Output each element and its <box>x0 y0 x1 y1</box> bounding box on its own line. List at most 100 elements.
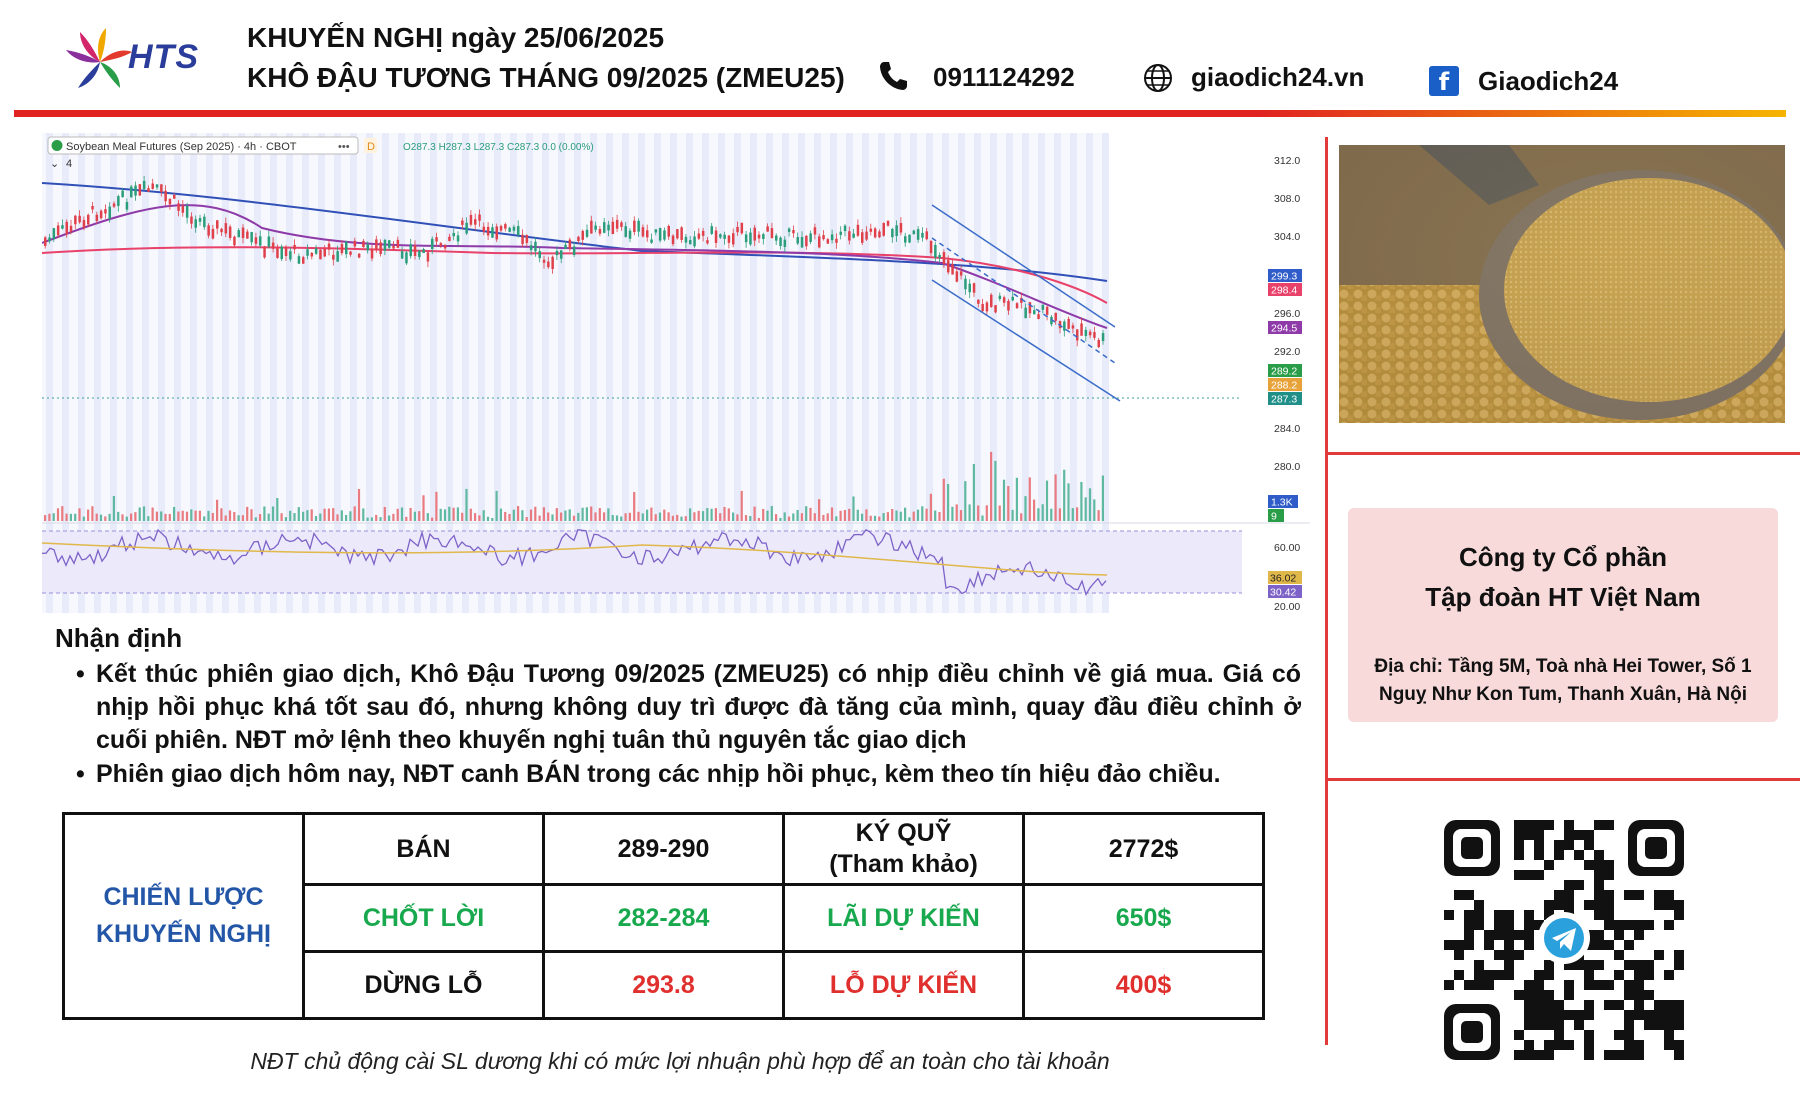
session-bands <box>46 133 1109 613</box>
qr-module <box>1664 970 1674 980</box>
qr-module <box>1634 1040 1644 1050</box>
candle-body <box>246 231 249 239</box>
qr-module <box>1474 920 1484 930</box>
volume-bar <box>224 515 227 521</box>
volume-bar <box>61 506 64 521</box>
volume-bar <box>1101 475 1104 521</box>
qr-module <box>1594 960 1604 970</box>
volume-bar <box>499 508 502 521</box>
candle-body <box>658 228 662 241</box>
candle-body <box>392 245 395 249</box>
phone-number[interactable]: 0911124292 <box>933 62 1075 92</box>
volume-bar <box>594 512 597 521</box>
volume-bar <box>142 506 146 521</box>
volume-bar <box>843 509 846 521</box>
qr-module <box>1524 910 1534 920</box>
qr-module <box>1664 900 1674 910</box>
volume-bar <box>504 511 507 521</box>
candle-body <box>443 245 447 249</box>
volume-bar <box>82 516 85 521</box>
rsi-badge: 30.42 <box>1270 587 1296 599</box>
volume-bar <box>701 511 705 521</box>
candle-body <box>942 252 946 264</box>
volume-bar <box>869 515 872 521</box>
qr-module <box>1614 950 1624 960</box>
volume-bar <box>551 514 554 521</box>
qr-module <box>1544 860 1554 870</box>
volume-bar <box>508 513 511 521</box>
candle-body <box>491 227 494 238</box>
volume-bar <box>284 517 287 521</box>
qr-module <box>1474 960 1484 970</box>
qr-module <box>1624 990 1634 1000</box>
candle-body <box>800 237 804 248</box>
session-band <box>270 133 277 613</box>
qr-module <box>1514 850 1524 860</box>
qr-module <box>1594 940 1604 950</box>
volume-bar <box>228 510 232 521</box>
volume-bar <box>684 516 687 521</box>
volume-bar <box>1093 499 1096 521</box>
volume-bar <box>658 512 662 521</box>
qr-module <box>1604 870 1614 880</box>
volume-bar <box>809 507 812 521</box>
qr-module <box>1634 970 1644 980</box>
volume-bar <box>1050 508 1053 521</box>
candle-body <box>873 228 877 238</box>
session-band <box>590 133 597 613</box>
volume-bar <box>422 495 425 521</box>
candle-body <box>693 236 696 247</box>
candle-body <box>607 224 610 231</box>
qr-module <box>1664 1010 1674 1020</box>
session-band <box>574 133 581 613</box>
qr-module <box>1594 930 1604 940</box>
candle-body <box>753 227 756 241</box>
candle-body <box>577 236 580 242</box>
qr-module <box>1554 1010 1564 1020</box>
candle-body <box>839 231 842 235</box>
candle-body <box>1011 296 1014 301</box>
candle-body <box>805 235 808 247</box>
qr-module <box>1464 920 1474 930</box>
volume-bar <box>495 490 498 521</box>
volume-bar <box>362 508 365 521</box>
candle-body <box>263 246 266 258</box>
qr-module <box>1574 1010 1584 1020</box>
candle-body <box>538 251 541 259</box>
candle-body <box>228 226 232 238</box>
candle-body <box>78 215 81 223</box>
qr-module <box>1594 910 1604 920</box>
volume-bar <box>908 517 911 521</box>
candle-body <box>220 228 223 233</box>
soybean-meal-photo <box>1339 145 1785 423</box>
qr-module <box>1444 910 1454 920</box>
volume-bar <box>680 516 683 521</box>
qr-module <box>1564 990 1574 1000</box>
volume-bar <box>160 511 163 521</box>
volume-bars <box>44 451 1104 521</box>
report-subtitle: KHÔ ĐẬU TƯƠNG THÁNG 09/2025 (ZMEU25) <box>247 62 845 93</box>
volume-bar <box>899 511 902 521</box>
candle-body <box>977 299 980 304</box>
session-band <box>206 133 213 613</box>
qr-module <box>1534 980 1544 990</box>
volume-bar <box>336 514 339 521</box>
session-band <box>478 133 485 613</box>
volume-bar <box>345 514 348 521</box>
volume-bar <box>1084 497 1087 521</box>
volume-bar <box>904 507 907 521</box>
qr-module <box>1584 960 1594 970</box>
svg-text:•••: ••• <box>338 141 350 153</box>
telegram-qr-code[interactable] <box>1444 820 1684 1060</box>
session-band <box>126 133 133 613</box>
session-band <box>750 133 757 613</box>
facebook-link[interactable]: Giaodich24 <box>1478 66 1619 96</box>
qr-module <box>1544 960 1554 970</box>
volume-bar <box>839 510 842 521</box>
candle-body <box>1063 321 1066 331</box>
session-band <box>686 133 693 613</box>
qr-module <box>1584 830 1594 840</box>
qr-module <box>1524 920 1534 930</box>
volume-bar <box>852 496 855 521</box>
website-link[interactable]: giaodich24.vn <box>1191 62 1365 92</box>
